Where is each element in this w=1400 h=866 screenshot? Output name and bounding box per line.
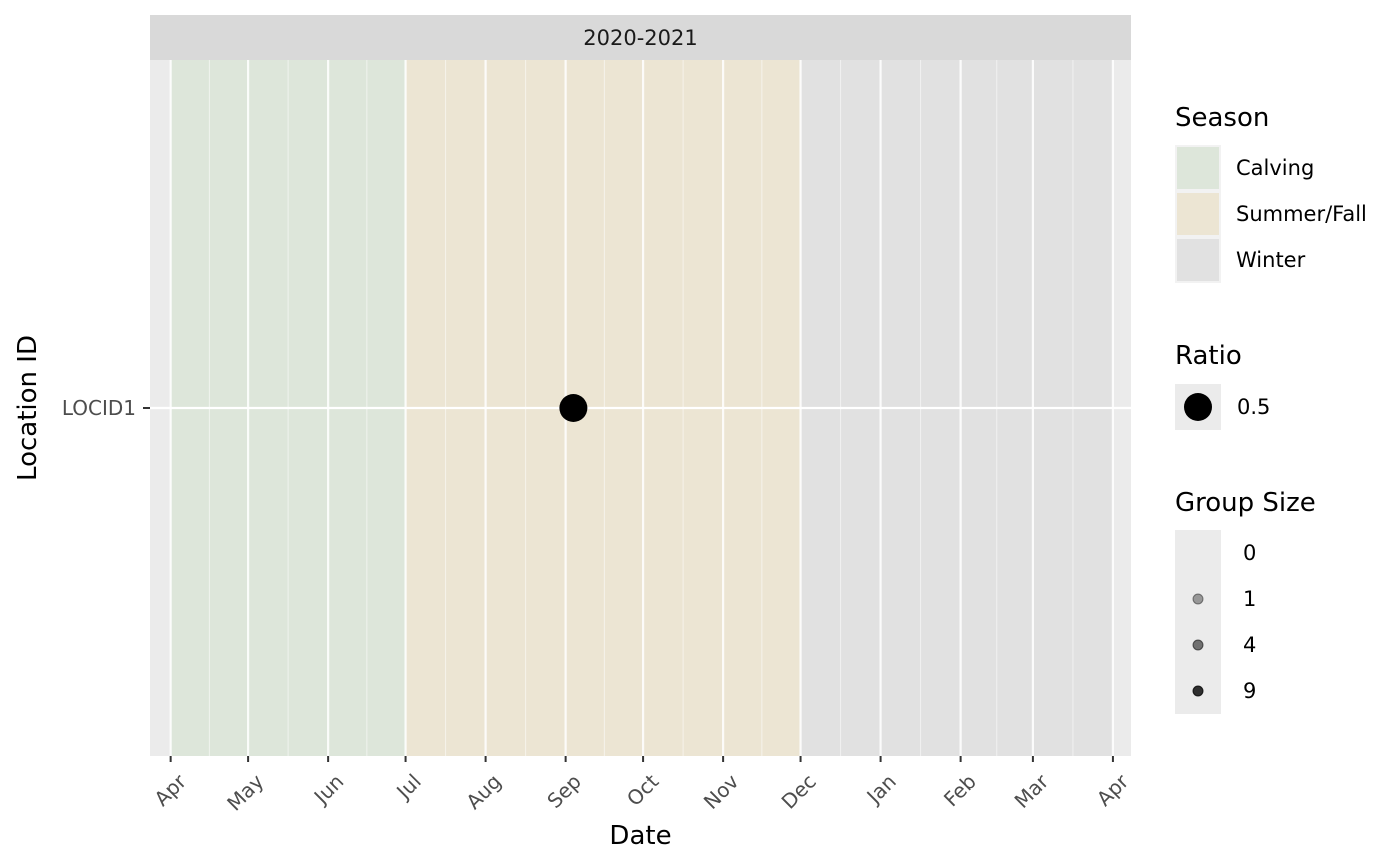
legend-season-label: Winter [1236,248,1306,272]
legend-season-swatch-winter [1177,239,1219,281]
x-tick-label: May [222,769,268,815]
facet-strip-label: 2020-2021 [583,26,697,50]
legend: Season Calving Summer/Fall Winter Ratio 0.… [1175,103,1367,714]
x-axis-title: Date [609,821,671,851]
x-tick-label: Aug [461,769,506,814]
x-tick-label: Apr [149,769,191,811]
x-tick-label: Oct [622,769,664,811]
x-tick-label: Apr [1092,769,1134,811]
legend-season: Season Calving Summer/Fall Winter [1175,103,1367,283]
x-tick-label: Nov [699,769,744,814]
legend-group-size-point [1192,593,1204,605]
x-tick-label: Mar [1010,769,1054,813]
legend-ratio-point [1184,393,1212,421]
legend-group-size-key-bg [1175,530,1221,714]
x-tick-label: Jul [390,769,425,804]
legend-season-label: Calving [1236,156,1314,180]
legend-group-size-label: 4 [1243,633,1256,657]
legend-season-swatch-calving [1177,147,1219,189]
legend-group-size-title: Group Size [1175,488,1316,518]
legend-group-size: Group Size 0 1 4 9 [1175,488,1316,714]
legend-group-size-point [1192,639,1204,651]
legend-season-title: Season [1175,103,1269,133]
facet-strip: 2020-2021 [150,15,1131,60]
y-axis: LOCID1 [62,396,150,420]
legend-group-size-point [1192,685,1204,697]
x-tick-label: Jan [861,769,901,809]
legend-ratio: Ratio 0.5 [1175,341,1270,430]
y-axis-title: Location ID [13,335,43,481]
data-point-locid1 [559,394,588,422]
legend-season-label: Summer/Fall [1236,202,1367,226]
x-tick-label: Dec [777,769,821,813]
plot-panel [150,60,1131,756]
legend-season-swatch-summer-fall [1177,193,1219,235]
legend-group-size-label: 0 [1243,541,1256,565]
y-tick-label: LOCID1 [62,396,136,420]
legend-group-size-label: 1 [1243,587,1256,611]
x-axis: Apr May Jun Jul Aug Sep Oct Nov Dec Jan Feb Mar Apr [149,756,1134,816]
legend-group-size-label: 9 [1243,679,1256,703]
facet-strip-background [150,15,1131,60]
x-tick-label: Sep [542,769,586,813]
legend-ratio-label: 0.5 [1237,395,1270,419]
data-points [559,394,588,422]
legend-ratio-title: Ratio [1175,341,1242,371]
x-tick-label: Jun [308,769,348,809]
x-tick-label: Feb [939,769,981,811]
gridlines [150,60,1131,756]
